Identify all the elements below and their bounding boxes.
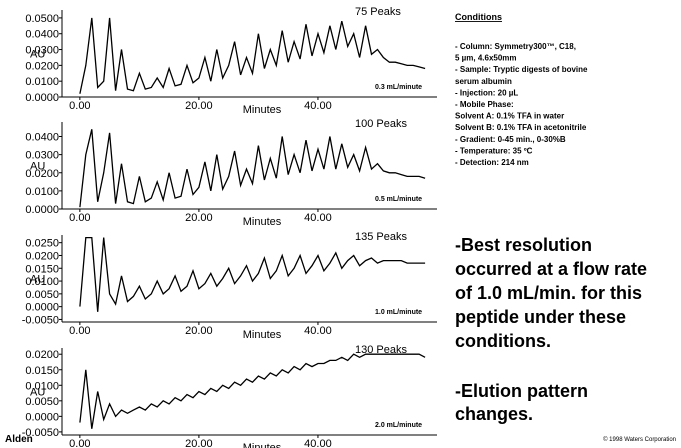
conclusion-line: of 1.0 mL/min. for this — [455, 283, 642, 303]
y-tick-label: -0.0050 — [22, 314, 59, 326]
peak-count: 130 Peaks — [355, 344, 407, 356]
chromatogram — [79, 353, 426, 429]
peak-count: 75 Peaks — [355, 6, 401, 18]
condition-line: - Sample: Tryptic digests of bovine — [455, 65, 588, 74]
y-tick-label: 0.0100 — [25, 380, 59, 392]
y-tick-label: 0.0400 — [25, 29, 59, 41]
condition-line: serum albumin — [455, 77, 512, 86]
x-tick-label: 0.00 — [69, 438, 90, 448]
y-tick-label: 0.0100 — [25, 76, 59, 88]
condition-line: Solvent B: 0.1% TFA in acetonitrile — [455, 123, 587, 132]
condition-line: 5 µm, 4.6x50mm — [455, 54, 517, 63]
y-tick-label: 0.0300 — [25, 45, 59, 57]
conclusion-line: peptide under these — [455, 307, 626, 327]
condition-line: - Mobile Phase: — [455, 100, 514, 109]
y-tick-label: 0.0100 — [25, 186, 59, 198]
x-tick-label: 20.00 — [185, 100, 213, 112]
condition-line: Solvent A: 0.1% TFA in water — [455, 112, 564, 121]
conclusion-line: occurred at a flow rate — [455, 259, 647, 279]
y-tick-label: 0.0000 — [25, 302, 59, 314]
y-tick-label: 0.0300 — [25, 150, 59, 162]
chromatogram — [79, 236, 426, 312]
y-tick-label: 0.0000 — [25, 204, 59, 216]
x-tick-label: 40.00 — [304, 438, 332, 448]
author: Alden — [5, 434, 33, 445]
x-tick-label: 40.00 — [304, 100, 332, 112]
peak-count: 100 Peaks — [355, 118, 407, 130]
x-tick-label: 20.00 — [185, 438, 213, 448]
observation-line: -Elution pattern — [455, 381, 588, 401]
y-axis-label: AU — [30, 387, 45, 399]
copyright: © 1998 Waters Corporation — [603, 436, 676, 443]
x-tick-label: 0.00 — [69, 100, 90, 112]
x-axis-label: Minutes — [243, 216, 282, 228]
x-axis-label: Minutes — [243, 442, 282, 448]
y-axis-label: AU — [30, 49, 45, 61]
x-tick-label: 0.00 — [69, 212, 90, 224]
x-tick-label: 20.00 — [185, 212, 213, 224]
flow-rate: 1.0 mL/minute — [375, 309, 422, 316]
y-tick-label: 0.0150 — [25, 365, 59, 377]
observation-line: changes. — [455, 404, 533, 424]
y-tick-label: 0.0050 — [25, 396, 59, 408]
y-tick-label: 0.0200 — [25, 349, 59, 361]
y-tick-label: 0.0200 — [25, 168, 59, 180]
y-tick-label: 0.0000 — [25, 411, 59, 423]
condition-line: - Gradient: 0-45 min., 0-30%B — [455, 135, 566, 144]
x-tick-label: 0.00 — [69, 325, 90, 337]
x-tick-label: 40.00 — [304, 212, 332, 224]
x-axis-label: Minutes — [243, 329, 282, 341]
peak-count: 135 Peaks — [355, 231, 407, 243]
chromatogram — [79, 129, 426, 208]
conclusion-line: -Best resolution — [455, 235, 592, 255]
conclusion-line: conditions. — [455, 331, 551, 351]
x-tick-label: 40.00 — [304, 325, 332, 337]
y-tick-label: 0.0500 — [25, 13, 59, 25]
y-tick-label: 0.0050 — [25, 289, 59, 301]
y-tick-label: 0.0150 — [25, 263, 59, 275]
condition-line: - Detection: 214 nm — [455, 158, 529, 167]
condition-line: - Temperature: 35 ºC — [455, 146, 533, 155]
condition-line: - Injection: 20 µL — [455, 88, 518, 97]
y-axis-label: AU — [30, 274, 45, 286]
y-tick-label: 0.0250 — [25, 238, 59, 250]
y-tick-label: 0.0100 — [25, 276, 59, 288]
y-tick-label: 0.0000 — [25, 92, 59, 104]
y-tick-label: 0.0400 — [25, 132, 59, 144]
flow-rate: 2.0 mL/minute — [375, 422, 422, 429]
y-tick-label: 0.0200 — [25, 60, 59, 72]
flow-rate: 0.3 mL/minute — [375, 84, 422, 91]
chromatogram — [79, 17, 426, 94]
y-axis-label: AU — [30, 161, 45, 173]
x-axis-label: Minutes — [243, 104, 282, 116]
y-tick-label: -0.0050 — [22, 427, 59, 439]
x-tick-label: 20.00 — [185, 325, 213, 337]
flow-rate: 0.5 mL/minute — [375, 196, 422, 203]
condition-line: - Column: Symmetry300™, C18, — [455, 42, 576, 51]
conditions-title: Conditions — [455, 12, 502, 22]
y-tick-label: 0.0200 — [25, 250, 59, 262]
